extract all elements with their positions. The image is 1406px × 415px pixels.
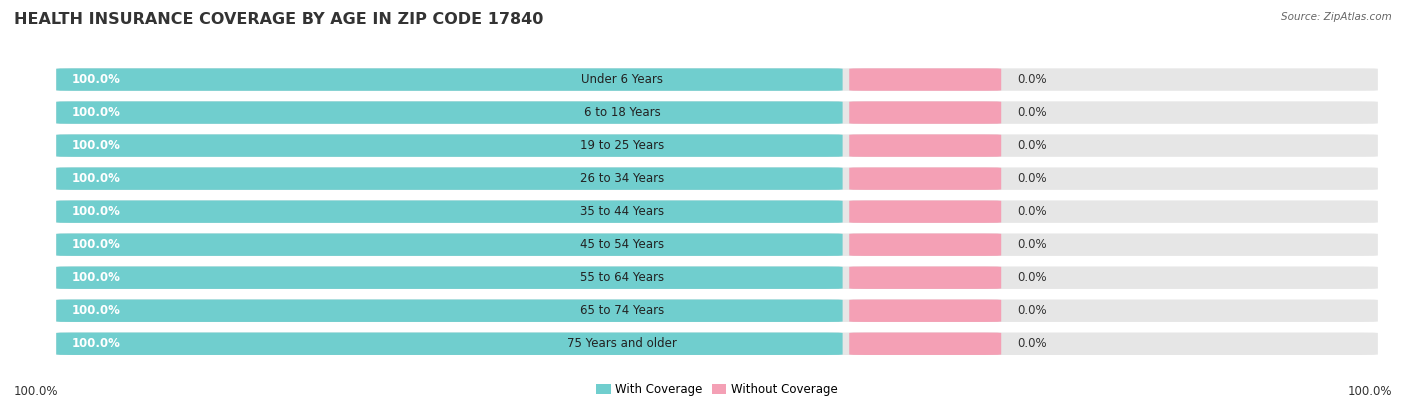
Text: 0.0%: 0.0% [1017, 73, 1046, 86]
FancyBboxPatch shape [56, 200, 1378, 223]
Text: Under 6 Years: Under 6 Years [582, 73, 664, 86]
Text: 100.0%: 100.0% [72, 139, 121, 152]
FancyBboxPatch shape [56, 332, 842, 355]
FancyBboxPatch shape [56, 300, 842, 322]
Text: 0.0%: 0.0% [1017, 172, 1046, 185]
Text: 0.0%: 0.0% [1017, 106, 1046, 119]
Text: 65 to 74 Years: 65 to 74 Years [581, 304, 665, 317]
FancyBboxPatch shape [849, 300, 1001, 322]
FancyBboxPatch shape [56, 134, 1378, 157]
Text: 100.0%: 100.0% [72, 205, 121, 218]
Text: 45 to 54 Years: 45 to 54 Years [581, 238, 665, 251]
FancyBboxPatch shape [56, 167, 1378, 190]
FancyBboxPatch shape [56, 101, 1378, 124]
FancyBboxPatch shape [56, 266, 1378, 289]
Text: 100.0%: 100.0% [72, 73, 121, 86]
Text: 0.0%: 0.0% [1017, 304, 1046, 317]
Text: 0.0%: 0.0% [1017, 139, 1046, 152]
Text: 100.0%: 100.0% [72, 172, 121, 185]
Text: 100.0%: 100.0% [14, 386, 59, 398]
Text: 100.0%: 100.0% [72, 238, 121, 251]
FancyBboxPatch shape [56, 68, 842, 91]
FancyBboxPatch shape [56, 234, 1378, 256]
FancyBboxPatch shape [56, 300, 1378, 322]
Text: 100.0%: 100.0% [72, 304, 121, 317]
Text: 19 to 25 Years: 19 to 25 Years [581, 139, 665, 152]
FancyBboxPatch shape [849, 332, 1001, 355]
Text: 100.0%: 100.0% [1347, 386, 1392, 398]
Legend: With Coverage, Without Coverage: With Coverage, Without Coverage [596, 383, 838, 396]
Text: 75 Years and older: 75 Years and older [568, 337, 678, 350]
FancyBboxPatch shape [849, 234, 1001, 256]
Text: 0.0%: 0.0% [1017, 337, 1046, 350]
Text: Source: ZipAtlas.com: Source: ZipAtlas.com [1281, 12, 1392, 22]
FancyBboxPatch shape [56, 332, 1378, 355]
FancyBboxPatch shape [56, 68, 1378, 91]
FancyBboxPatch shape [849, 200, 1001, 223]
Text: 0.0%: 0.0% [1017, 238, 1046, 251]
Text: HEALTH INSURANCE COVERAGE BY AGE IN ZIP CODE 17840: HEALTH INSURANCE COVERAGE BY AGE IN ZIP … [14, 12, 544, 27]
FancyBboxPatch shape [849, 266, 1001, 289]
FancyBboxPatch shape [849, 68, 1001, 91]
FancyBboxPatch shape [56, 134, 842, 157]
Text: 55 to 64 Years: 55 to 64 Years [581, 271, 665, 284]
FancyBboxPatch shape [849, 134, 1001, 157]
FancyBboxPatch shape [56, 167, 842, 190]
Text: 26 to 34 Years: 26 to 34 Years [581, 172, 665, 185]
Text: 6 to 18 Years: 6 to 18 Years [583, 106, 661, 119]
Text: 100.0%: 100.0% [72, 337, 121, 350]
FancyBboxPatch shape [56, 200, 842, 223]
Text: 100.0%: 100.0% [72, 106, 121, 119]
Text: 0.0%: 0.0% [1017, 205, 1046, 218]
Text: 100.0%: 100.0% [72, 271, 121, 284]
FancyBboxPatch shape [56, 266, 842, 289]
FancyBboxPatch shape [849, 167, 1001, 190]
Text: 35 to 44 Years: 35 to 44 Years [581, 205, 665, 218]
FancyBboxPatch shape [849, 101, 1001, 124]
FancyBboxPatch shape [56, 234, 842, 256]
Text: 0.0%: 0.0% [1017, 271, 1046, 284]
FancyBboxPatch shape [56, 101, 842, 124]
